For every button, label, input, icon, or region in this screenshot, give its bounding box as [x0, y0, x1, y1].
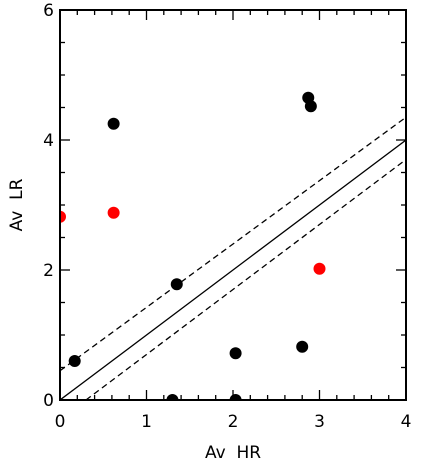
data-points	[60, 91, 326, 400]
tick-labels: 0 1 2 3 4 0 2 4 6	[43, 1, 411, 432]
data-point-s0-3	[166, 394, 179, 400]
axis-ticks	[59, 9, 407, 401]
y-tick-label: 4	[43, 131, 54, 151]
data-point-s0-0	[68, 355, 81, 367]
data-point-s0-8	[304, 100, 317, 113]
x-tick-label: 3	[314, 412, 325, 432]
solid-line-0	[60, 139, 406, 400]
dashed-line-1	[60, 116, 406, 372]
x-tick-label: 2	[228, 412, 239, 432]
data-point-s0-4	[229, 347, 242, 360]
x-tick-label: 0	[55, 412, 66, 432]
y-tick-label: 2	[43, 261, 54, 281]
x-tick-label: 1	[141, 412, 152, 432]
y-tick-label: 0	[43, 391, 54, 411]
data-point-s0-2	[170, 278, 183, 291]
data-point-s1-2	[313, 262, 326, 275]
data-point-s1-1	[107, 206, 120, 219]
y-tick-label: 6	[43, 1, 54, 21]
x-axis-label: Av HR	[205, 443, 261, 463]
data-point-s0-6	[296, 340, 309, 353]
data-point-s0-1	[107, 117, 120, 130]
plot-frame	[59, 9, 407, 401]
x-tick-label: 4	[401, 412, 412, 432]
reference-lines	[60, 116, 406, 400]
dashed-line-2	[85, 158, 406, 400]
data-point-s1-0	[60, 210, 66, 223]
y-axis-label: Av LR	[7, 178, 27, 231]
